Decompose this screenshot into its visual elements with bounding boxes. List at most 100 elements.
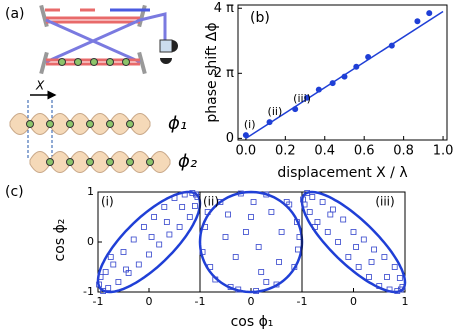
y-tick-label: 1 (87, 185, 94, 198)
point (100, 288, 106, 294)
displacement-label: X (35, 79, 45, 93)
point (366, 274, 372, 280)
point (97, 274, 104, 280)
point (263, 191, 270, 198)
point (148, 234, 155, 240)
point (388, 42, 395, 49)
annotation: (iii) (293, 92, 311, 105)
point (278, 229, 285, 235)
point (191, 203, 198, 209)
point (291, 264, 298, 270)
point (327, 211, 334, 218)
x-axis-label: cos ϕ₁ (231, 314, 274, 330)
point (258, 269, 265, 275)
point (353, 63, 360, 70)
point (171, 195, 178, 201)
subpanel-label: (ii) (203, 195, 219, 209)
x-tick-label: 0 (350, 295, 357, 308)
point (304, 190, 311, 196)
point (140, 224, 147, 230)
y-axis-label: cos ϕ₂ (52, 219, 68, 262)
point (263, 279, 270, 285)
x-tick-label: 0 (248, 295, 255, 308)
panel-label: (b) (250, 10, 270, 26)
point (146, 251, 152, 258)
fit-ellipse (300, 190, 407, 294)
point (268, 209, 275, 215)
point (250, 199, 257, 205)
point (237, 190, 244, 197)
point (315, 86, 322, 93)
point (217, 199, 224, 205)
point (161, 204, 168, 210)
point (394, 288, 401, 294)
x-tick-label: 0 (146, 295, 153, 308)
point (110, 261, 117, 268)
point (235, 286, 242, 293)
panel-a-diagram: (a) X ϕ₁ ϕ₂ (5, 4, 197, 173)
point (276, 259, 282, 265)
x-tick-label: 0.6 (354, 144, 375, 159)
point (232, 254, 239, 260)
lattice-1-label: ϕ₁ (168, 113, 187, 134)
point (212, 276, 219, 283)
x-tick-label: 0.8 (393, 144, 414, 159)
point (414, 18, 421, 25)
point (199, 249, 206, 255)
x-tick-label: 0.2 (275, 144, 296, 159)
x-tick-label: -1 (93, 295, 104, 308)
point (319, 199, 326, 205)
lattice-1 (9, 113, 151, 135)
point (193, 191, 199, 198)
point (286, 201, 293, 208)
point (329, 80, 336, 87)
point (365, 54, 372, 61)
x-tick-label: 0.0 (236, 144, 257, 159)
point (207, 264, 214, 270)
mirror (39, 51, 49, 75)
point (120, 249, 127, 255)
point (222, 234, 229, 240)
detectors (160, 40, 178, 64)
point (381, 254, 388, 260)
point (253, 288, 260, 294)
annotation: (i) (244, 118, 256, 131)
point (340, 216, 347, 223)
point (130, 236, 137, 243)
point (311, 224, 318, 230)
point (204, 209, 211, 215)
x-tick-label: 1 (402, 295, 409, 308)
point (314, 219, 321, 225)
point (156, 241, 163, 248)
point (350, 229, 357, 235)
point (186, 214, 193, 220)
point (304, 94, 311, 101)
point (368, 259, 375, 265)
point (335, 239, 341, 245)
point (360, 236, 367, 243)
panel-label: (a) (5, 6, 25, 22)
point (242, 229, 249, 235)
point (107, 254, 114, 260)
subpanel-label: (i) (101, 195, 114, 209)
point (426, 10, 433, 17)
point (309, 194, 316, 200)
point (242, 132, 249, 139)
point (273, 281, 280, 288)
point (202, 224, 209, 230)
beams (45, 8, 167, 66)
point (376, 283, 383, 289)
point (293, 219, 300, 225)
subpanel-label: (iii) (375, 195, 394, 209)
beam-splitter (159, 39, 173, 53)
x-tick-label: 1.0 (433, 144, 454, 159)
lattice-2-label: ϕ₂ (178, 151, 197, 172)
point (166, 231, 173, 238)
point (384, 274, 390, 280)
point (329, 206, 336, 213)
point (386, 286, 393, 293)
x-tick-label: 0.4 (314, 144, 335, 159)
lattice-atoms (26, 120, 154, 166)
point (306, 209, 313, 215)
